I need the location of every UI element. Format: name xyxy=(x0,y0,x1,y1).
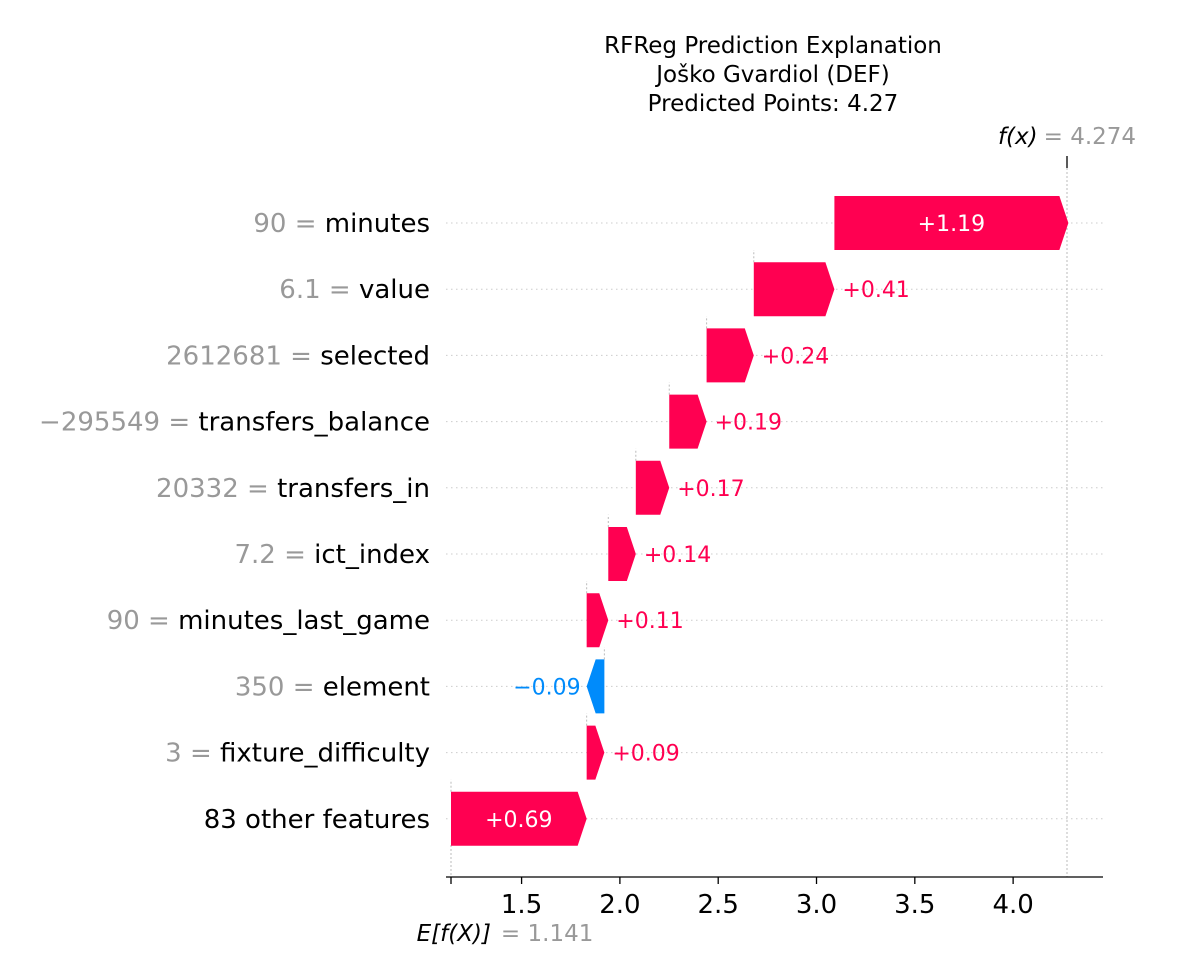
contribution-label: +0.69 xyxy=(485,808,552,833)
feature-value: 6.1 = xyxy=(279,275,359,305)
feature-value: 2612681 = xyxy=(166,341,320,371)
feature-value: −295549 = xyxy=(39,408,198,438)
feature-label: 20332 = transfers_in xyxy=(156,474,430,504)
bar-ict_index xyxy=(608,527,636,581)
contribution-label: −0.09 xyxy=(513,675,580,700)
feature-name: minutes xyxy=(325,209,430,239)
contribution-label: +0.17 xyxy=(677,477,744,502)
x-tick-label: 3.0 xyxy=(796,890,837,920)
feature-label: 2612681 = selected xyxy=(166,341,430,371)
bar-selected xyxy=(706,328,754,383)
contribution-label: +0.24 xyxy=(762,344,829,369)
feature-value: 3 = xyxy=(165,739,220,769)
title-line-2: Joško Gvardiol (DEF) xyxy=(654,62,889,88)
feature-label: 90 = minutes xyxy=(253,209,430,239)
feature-name: ict_index xyxy=(314,540,430,570)
feature-value: 90 = xyxy=(107,606,178,636)
bar-83-other-features xyxy=(451,791,587,846)
feature-value: 20332 = xyxy=(156,474,277,504)
feature-name: value xyxy=(359,275,430,305)
feature-name: transfers_balance xyxy=(198,408,430,438)
feature-value: 7.2 = xyxy=(234,540,314,570)
x-tick-label: 1.5 xyxy=(501,890,542,920)
bars: +1.19 +0.41 +0.24 +0.19 +0.17 +0.14 +0.11 −0.09… xyxy=(451,196,1069,846)
feature-label: 83 other features xyxy=(204,805,430,835)
fx-label: f(x) xyxy=(998,124,1038,150)
feature-name: element xyxy=(323,672,430,702)
x-tick-label: 4.0 xyxy=(992,890,1033,920)
bar-minutes xyxy=(834,196,1069,250)
feature-label: 6.1 = value xyxy=(279,275,430,305)
x-tick-label: 2.0 xyxy=(599,890,640,920)
feature-value: 90 = xyxy=(253,209,324,239)
feature-name: fixture_difficulty xyxy=(220,739,430,769)
title-line-1: RFReg Prediction Explanation xyxy=(604,33,942,59)
fx-value: = 4.274 xyxy=(1044,124,1136,150)
bar-minutes_last_game xyxy=(586,593,609,648)
value-annotations: f(x) = 4.274 E[f(X)] = 1.141 xyxy=(417,124,1136,947)
feature-label: 7.2 = ict_index xyxy=(234,540,430,570)
bar-transfers_in xyxy=(635,460,670,515)
base-value-annotation: E[f(X)] = 1.141 xyxy=(417,921,594,947)
feature-labels: 90 = minutes 6.1 = value 2612681 = selecte… xyxy=(39,209,430,835)
contribution-label: +0.09 xyxy=(612,742,679,767)
bar-fixture_difficulty xyxy=(586,725,605,780)
feature-label: 3 = fixture_difficulty xyxy=(165,739,430,769)
bar-element xyxy=(586,659,605,714)
contribution-label: +0.11 xyxy=(616,609,683,634)
x-axis: 1.5 2.0 2.5 3.0 3.5 4.0 xyxy=(446,876,1103,920)
contribution-label: +0.14 xyxy=(644,543,711,568)
feature-value: 350 = xyxy=(235,672,323,702)
chart-title: RFReg Prediction Explanation Joško Gvard… xyxy=(604,33,942,117)
contribution-label: +0.41 xyxy=(842,278,909,303)
feature-name: selected xyxy=(320,341,430,371)
feature-name: transfers_in xyxy=(277,474,430,504)
title-line-3: Predicted Points: 4.27 xyxy=(648,91,899,117)
feature-label: 350 = element xyxy=(235,672,430,702)
x-tick-label: 2.5 xyxy=(698,890,739,920)
contribution-label: +1.19 xyxy=(918,212,985,237)
bar-value xyxy=(753,262,835,317)
feature-label: 90 = minutes_last_game xyxy=(107,606,430,636)
base-value: = 1.141 xyxy=(501,921,593,947)
base-value-label: E[f(X)] xyxy=(417,921,491,947)
feature-label: −295549 = transfers_balance xyxy=(39,408,430,438)
contribution-label: +0.19 xyxy=(715,411,782,436)
bar-transfers_balance xyxy=(669,394,707,449)
feature-name: 83 other features xyxy=(204,805,430,835)
feature-name: minutes_last_game xyxy=(178,606,430,636)
connector-lines xyxy=(450,156,1068,877)
fx-annotation: f(x) = 4.274 xyxy=(998,124,1136,150)
x-tick-label: 3.5 xyxy=(894,890,935,920)
